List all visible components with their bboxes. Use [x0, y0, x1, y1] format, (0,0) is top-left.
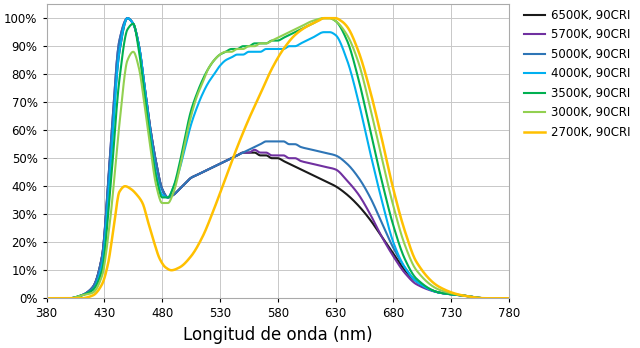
6500K, 90CRI [312, 174, 319, 179]
Line: 6500K, 90CRI: 6500K, 90CRI [47, 18, 509, 298]
6500K, 90CRI [442, 292, 449, 296]
4000K, 90CRI [338, 44, 346, 48]
2700K, 90CRI [394, 204, 402, 208]
3000K, 90CRI [394, 220, 402, 224]
4000K, 90CRI [43, 296, 51, 300]
5000K, 90CRI [505, 296, 513, 300]
3500K, 90CRI [43, 296, 51, 300]
3500K, 90CRI [71, 295, 79, 300]
3000K, 90CRI [324, 16, 332, 20]
5700K, 90CRI [338, 172, 346, 176]
4000K, 90CRI [505, 296, 513, 300]
4000K, 90CRI [442, 292, 449, 296]
Line: 4000K, 90CRI: 4000K, 90CRI [47, 18, 509, 298]
6500K, 90CRI [71, 295, 79, 300]
5700K, 90CRI [505, 296, 513, 300]
3500K, 90CRI [394, 238, 402, 242]
2700K, 90CRI [43, 296, 51, 300]
2700K, 90CRI [324, 16, 332, 20]
4000K, 90CRI [71, 295, 79, 300]
Line: 5000K, 90CRI: 5000K, 90CRI [47, 18, 509, 298]
5700K, 90CRI [394, 261, 402, 265]
2700K, 90CRI [442, 288, 449, 292]
2700K, 90CRI [311, 20, 319, 24]
4000K, 90CRI [394, 252, 402, 256]
3000K, 90CRI [338, 25, 346, 29]
5700K, 90CRI [324, 165, 332, 169]
3500K, 90CRI [442, 292, 449, 296]
3000K, 90CRI [71, 295, 79, 299]
3500K, 90CRI [324, 16, 332, 20]
6500K, 90CRI [505, 296, 513, 300]
5700K, 90CRI [312, 163, 319, 167]
Line: 2700K, 90CRI: 2700K, 90CRI [47, 18, 509, 298]
3000K, 90CRI [43, 296, 51, 300]
2700K, 90CRI [71, 296, 79, 300]
2700K, 90CRI [338, 19, 346, 23]
5000K, 90CRI [394, 254, 402, 258]
3000K, 90CRI [442, 290, 449, 294]
5000K, 90CRI [324, 151, 332, 156]
6500K, 90CRI [124, 16, 131, 20]
5000K, 90CRI [312, 149, 319, 153]
4000K, 90CRI [124, 16, 131, 20]
Line: 3500K, 90CRI: 3500K, 90CRI [47, 18, 509, 298]
6500K, 90CRI [394, 258, 402, 262]
6500K, 90CRI [338, 188, 346, 192]
Legend: 6500K, 90CRI, 5700K, 90CRI, 5000K, 90CRI, 4000K, 90CRI, 3500K, 90CRI, 3000K, 90C: 6500K, 90CRI, 5700K, 90CRI, 5000K, 90CRI… [520, 4, 636, 144]
5000K, 90CRI [71, 295, 79, 300]
6500K, 90CRI [324, 180, 332, 184]
2700K, 90CRI [321, 16, 328, 20]
3500K, 90CRI [311, 20, 319, 24]
5700K, 90CRI [442, 291, 449, 295]
X-axis label: Longitud de onda (nm): Longitud de onda (nm) [183, 326, 372, 344]
3000K, 90CRI [321, 16, 328, 20]
4000K, 90CRI [312, 34, 319, 38]
3500K, 90CRI [321, 16, 328, 20]
3500K, 90CRI [338, 27, 346, 31]
5000K, 90CRI [124, 16, 131, 20]
6500K, 90CRI [43, 296, 51, 300]
5700K, 90CRI [124, 16, 131, 20]
5000K, 90CRI [43, 296, 51, 300]
Line: 3000K, 90CRI: 3000K, 90CRI [47, 18, 509, 298]
5000K, 90CRI [338, 157, 346, 161]
Line: 5700K, 90CRI: 5700K, 90CRI [47, 18, 509, 298]
3000K, 90CRI [505, 296, 513, 300]
3500K, 90CRI [505, 296, 513, 300]
5700K, 90CRI [71, 295, 79, 300]
4000K, 90CRI [324, 30, 332, 34]
5700K, 90CRI [43, 296, 51, 300]
5000K, 90CRI [442, 292, 449, 296]
3000K, 90CRI [311, 18, 319, 22]
2700K, 90CRI [505, 296, 513, 300]
